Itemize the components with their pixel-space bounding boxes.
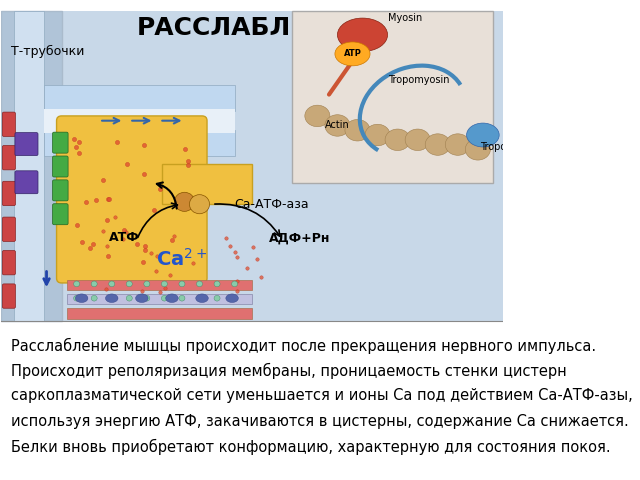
Ellipse shape bbox=[226, 294, 238, 302]
Text: Ca$^{2+}$: Ca$^{2+}$ bbox=[156, 248, 207, 270]
Ellipse shape bbox=[196, 295, 202, 301]
Ellipse shape bbox=[175, 192, 195, 211]
FancyBboxPatch shape bbox=[162, 164, 252, 204]
Ellipse shape bbox=[345, 120, 370, 141]
FancyBboxPatch shape bbox=[56, 116, 207, 283]
FancyBboxPatch shape bbox=[44, 85, 235, 111]
Text: Tropomyosin: Tropomyosin bbox=[388, 75, 449, 85]
FancyBboxPatch shape bbox=[67, 294, 252, 304]
Ellipse shape bbox=[126, 295, 132, 301]
Ellipse shape bbox=[161, 281, 168, 287]
Ellipse shape bbox=[425, 134, 451, 156]
FancyBboxPatch shape bbox=[14, 11, 44, 321]
Text: Са-АТФ-аза: Са-АТФ-аза bbox=[235, 198, 309, 211]
Text: АДФ+Рн: АДФ+Рн bbox=[269, 231, 330, 244]
FancyArrowPatch shape bbox=[329, 49, 361, 95]
FancyBboxPatch shape bbox=[292, 11, 493, 183]
FancyBboxPatch shape bbox=[3, 284, 15, 308]
Ellipse shape bbox=[232, 295, 237, 301]
Ellipse shape bbox=[385, 129, 410, 151]
Ellipse shape bbox=[405, 129, 430, 151]
Text: Расслабление мышцы происходит после прекращения нервного импульса.: Расслабление мышцы происходит после прек… bbox=[12, 338, 596, 354]
Ellipse shape bbox=[126, 281, 132, 287]
Ellipse shape bbox=[91, 281, 97, 287]
FancyBboxPatch shape bbox=[15, 171, 38, 194]
Ellipse shape bbox=[232, 281, 237, 287]
Ellipse shape bbox=[196, 294, 208, 302]
Text: Actin: Actin bbox=[325, 120, 349, 131]
Ellipse shape bbox=[109, 295, 115, 301]
Ellipse shape bbox=[467, 123, 499, 147]
Ellipse shape bbox=[445, 134, 470, 156]
Text: Troponin: Troponin bbox=[481, 142, 522, 152]
Text: Происходит реполяризация мембраны, проницаемость стенки цистерн: Происходит реполяризация мембраны, прони… bbox=[12, 363, 567, 379]
FancyBboxPatch shape bbox=[3, 112, 15, 136]
FancyBboxPatch shape bbox=[52, 156, 68, 177]
FancyBboxPatch shape bbox=[52, 180, 68, 201]
Ellipse shape bbox=[161, 295, 168, 301]
FancyBboxPatch shape bbox=[15, 132, 38, 156]
Ellipse shape bbox=[214, 281, 220, 287]
Ellipse shape bbox=[144, 281, 150, 287]
FancyBboxPatch shape bbox=[67, 280, 252, 290]
FancyBboxPatch shape bbox=[3, 145, 15, 170]
Ellipse shape bbox=[74, 281, 79, 287]
Ellipse shape bbox=[76, 294, 88, 302]
Ellipse shape bbox=[305, 105, 330, 127]
FancyBboxPatch shape bbox=[3, 251, 15, 275]
Ellipse shape bbox=[144, 295, 150, 301]
Ellipse shape bbox=[109, 281, 115, 287]
Text: используя энергию АТФ, закачиваются в цистерны, содержание Са снижается.: используя энергию АТФ, закачиваются в ци… bbox=[12, 414, 629, 429]
FancyBboxPatch shape bbox=[1, 11, 61, 321]
Ellipse shape bbox=[166, 294, 178, 302]
Text: РАССЛАБЛЕНИЕ: РАССЛАБЛЕНИЕ bbox=[137, 16, 367, 40]
Text: Белки вновь приобретают конформацию, характерную для состояния покоя.: Белки вновь приобретают конформацию, хар… bbox=[12, 439, 611, 455]
Ellipse shape bbox=[91, 295, 97, 301]
Ellipse shape bbox=[74, 295, 79, 301]
Text: Myosin: Myosin bbox=[388, 13, 422, 23]
FancyBboxPatch shape bbox=[3, 181, 15, 205]
Ellipse shape bbox=[189, 195, 209, 214]
FancyBboxPatch shape bbox=[1, 11, 503, 321]
Ellipse shape bbox=[179, 281, 185, 287]
FancyBboxPatch shape bbox=[67, 308, 252, 319]
Ellipse shape bbox=[214, 295, 220, 301]
Ellipse shape bbox=[337, 18, 388, 51]
Ellipse shape bbox=[196, 281, 202, 287]
Ellipse shape bbox=[106, 294, 118, 302]
Text: АТФ: АТФ bbox=[109, 231, 140, 244]
FancyBboxPatch shape bbox=[52, 204, 68, 225]
Ellipse shape bbox=[365, 124, 390, 146]
Text: ATP: ATP bbox=[344, 49, 362, 59]
Ellipse shape bbox=[325, 115, 350, 136]
Ellipse shape bbox=[465, 139, 490, 160]
Ellipse shape bbox=[335, 42, 370, 66]
Text: Т-трубочки: Т-трубочки bbox=[12, 45, 84, 58]
Text: саркоплазматической сети уменьшается и ионы Са под действием Са-АТФ-азы,: саркоплазматической сети уменьшается и и… bbox=[12, 388, 633, 403]
FancyBboxPatch shape bbox=[3, 217, 15, 241]
Ellipse shape bbox=[179, 295, 185, 301]
Ellipse shape bbox=[136, 294, 148, 302]
FancyBboxPatch shape bbox=[44, 109, 235, 132]
FancyBboxPatch shape bbox=[52, 132, 68, 153]
FancyBboxPatch shape bbox=[44, 130, 235, 156]
